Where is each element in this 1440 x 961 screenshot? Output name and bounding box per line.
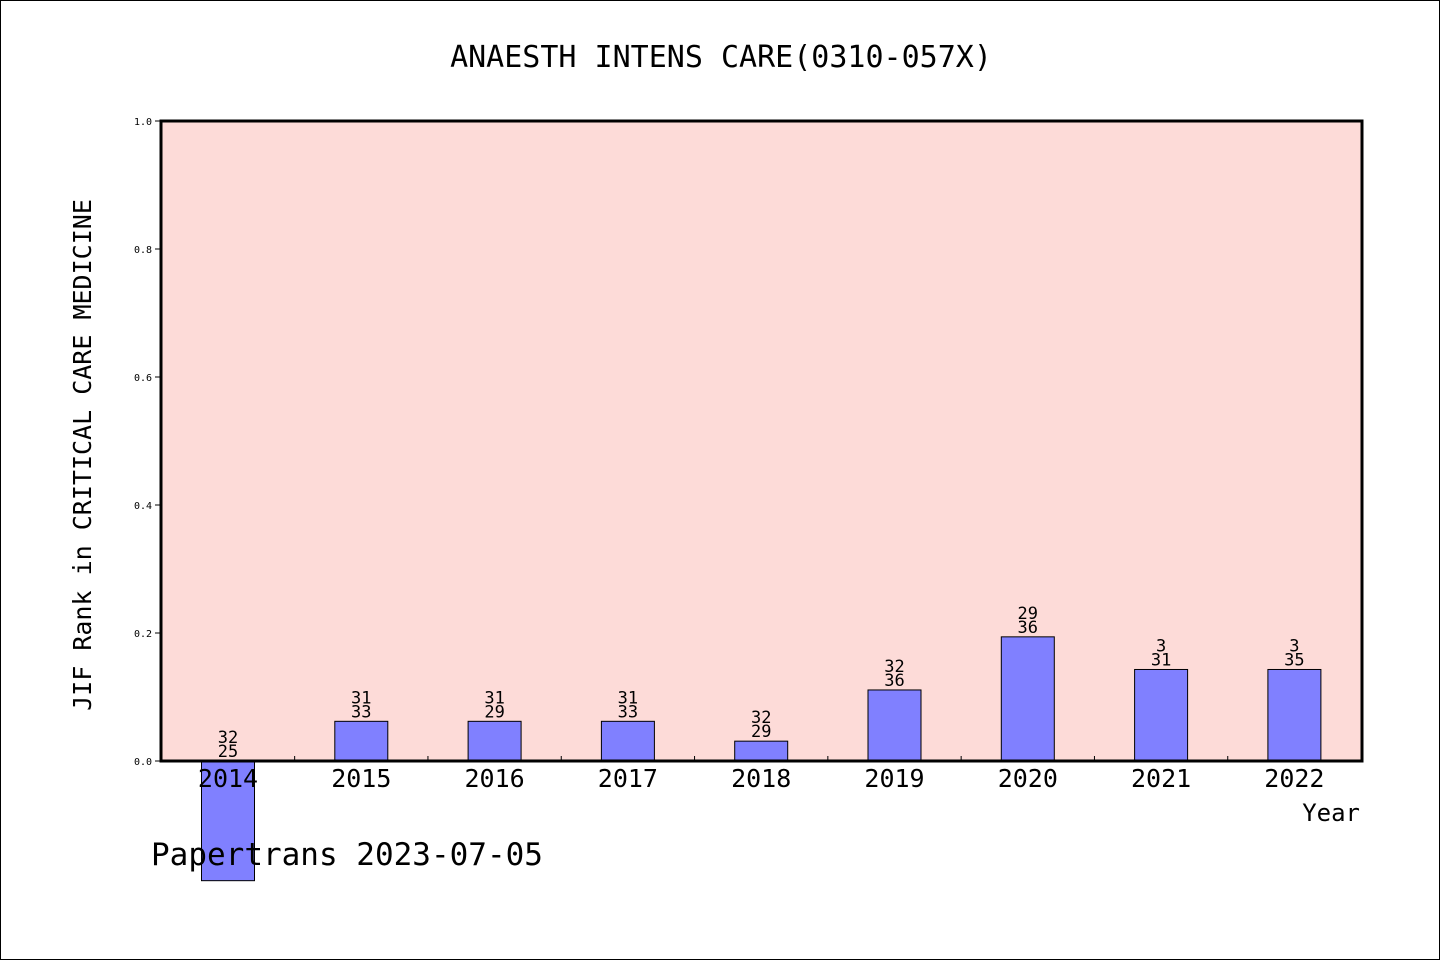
bar-label-bottom: 33 [351, 702, 371, 722]
y-tick-label: 0.8 [134, 245, 152, 256]
bar-2020 [1000, 636, 1055, 762]
y-tick-label: 1.0 [134, 117, 152, 128]
bar-2021 [1134, 668, 1189, 762]
bar-2018 [734, 740, 789, 762]
y-tick-label: 0.2 [134, 629, 152, 640]
x-tick-label: 2020 [998, 764, 1058, 793]
bar-label-top: 32 [218, 728, 238, 748]
bar-label-bottom: 36 [1018, 618, 1038, 638]
y-tick-label: 0.6 [134, 373, 152, 384]
bar-2016 [467, 720, 522, 762]
bar-label-top: 31 [351, 688, 371, 708]
x-tick-label: 2022 [1264, 764, 1324, 793]
x-tick-label: 2014 [198, 764, 258, 793]
y-axis: 0.0 0.2 0.4 0.6 0.8 1.0 [134, 117, 161, 768]
chart-title: ANAESTH INTENS CARE(0310-057X) [450, 40, 992, 75]
x-tick-label: 2016 [464, 764, 524, 793]
x-tick-label: 2017 [598, 764, 658, 793]
footer-text: Papertrans 2023-07-05 [151, 837, 543, 873]
bar-label-top: 32 [884, 657, 904, 677]
bar-2014 [201, 760, 255, 882]
bar-label-top: 31 [618, 688, 638, 708]
plot-area [161, 121, 1362, 761]
bar-label-top: 29 [1018, 604, 1038, 624]
bar-2015 [334, 720, 389, 762]
bar-2017 [600, 720, 655, 762]
bar-label-top: 3 [1289, 636, 1299, 656]
x-tick-label: 2019 [864, 764, 924, 793]
bar-label-bottom: 33 [618, 702, 638, 722]
y-axis-label: JIF Rank in CRITICAL CARE MEDICINE [68, 199, 97, 711]
bar-label-bottom: 29 [484, 702, 504, 722]
y-tick-label: 0.4 [134, 501, 152, 512]
bar-label-bottom: 35 [1284, 650, 1304, 670]
x-axis: 2014 2015 2016 2017 2018 2019 2020 2021 2022 [198, 756, 1325, 793]
bar-label-bottom: 29 [751, 722, 771, 742]
x-axis-label: Year [1302, 799, 1360, 827]
bars [201, 636, 1322, 882]
bar-2022 [1267, 668, 1322, 762]
bar-2019 [867, 689, 922, 762]
plot-border [159, 119, 1364, 763]
bar-label-top: 32 [751, 708, 771, 728]
bar-label-top: 3 [1156, 636, 1166, 656]
x-tick-label: 2021 [1131, 764, 1191, 793]
bar-label-top: 31 [484, 688, 504, 708]
bar-label-bottom: 25 [218, 742, 238, 762]
y-tick-label: 0.0 [134, 757, 152, 768]
x-tick-label: 2018 [731, 764, 791, 793]
bar-label-bottom: 36 [884, 671, 904, 691]
bar-label-bottom: 31 [1151, 650, 1171, 670]
x-tick-label: 2015 [331, 764, 391, 793]
